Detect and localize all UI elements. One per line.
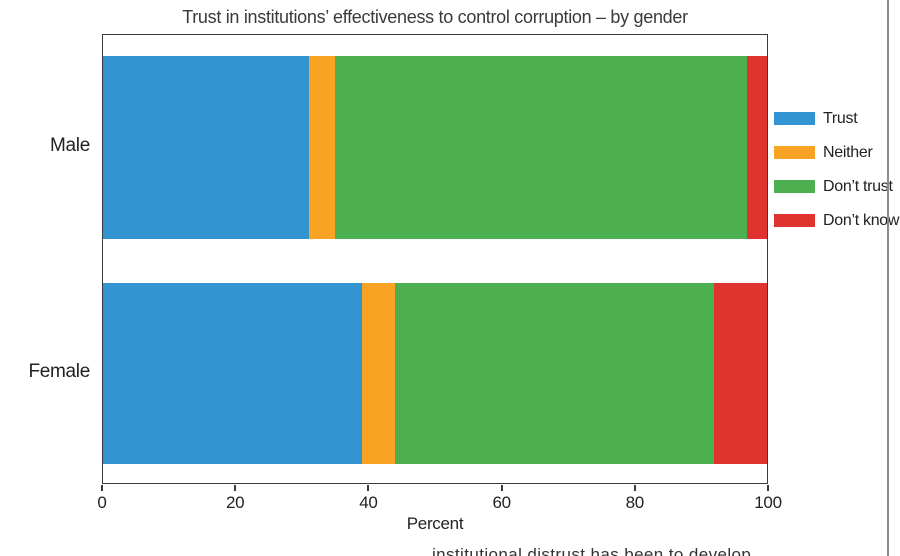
bar-segment-female-trust (103, 283, 362, 464)
legend-entry-don-t-trust: Don’t trust (774, 177, 899, 195)
x-tick-mark-100 (767, 485, 769, 491)
x-tick-mark-0 (101, 485, 103, 491)
bar-male (103, 56, 767, 239)
x-axis-ticks: 0 20 40 60 80 100 (97, 485, 782, 515)
x-tick-mark-60 (500, 485, 503, 491)
bar-segment-male-neither (308, 56, 336, 239)
legend-entry-trust: Trust (774, 109, 899, 127)
x-tick-label-100: 100 (754, 493, 782, 512)
legend-swatch-don-t-know (774, 214, 815, 227)
x-tick-label-0: 0 (97, 493, 107, 512)
legend-label-don-t-trust: Don’t trust (823, 177, 893, 195)
x-tick-label-20: 20 (226, 493, 245, 512)
y-label-male: Male (50, 135, 90, 156)
legend: Trust Neither Don’t trust Don’t know (774, 109, 900, 248)
bar-segment-female-don-t-trust (395, 283, 714, 464)
chart-title: Trust in institutions’ effectiveness to … (182, 7, 688, 27)
x-tick-label-60: 60 (492, 493, 511, 512)
bar-segment-female-don-t-know (713, 283, 767, 464)
bar-segment-female-neither (361, 283, 396, 464)
x-tick-mark-80 (633, 485, 636, 491)
legend-entry-don-t-know: Don’t know (774, 211, 900, 229)
bar-segment-male-don-t-trust (335, 56, 748, 239)
plot-area (102, 34, 768, 484)
legend-swatch-neither (774, 146, 815, 159)
page-column-border (887, 0, 889, 556)
clipped-caption-text: institutional distrust has been to devel… (432, 545, 752, 556)
x-tick-label-80: 80 (625, 493, 645, 512)
x-tick-label-40: 40 (359, 493, 378, 512)
bar-segment-male-don-t-know (747, 56, 767, 239)
y-label-female: Female (28, 361, 90, 382)
bar-segment-male-trust (103, 56, 309, 239)
legend-entry-neither: Neither (774, 143, 899, 161)
legend-label-don-t-know: Don’t know (823, 211, 900, 229)
legend-swatch-don-t-trust (774, 180, 815, 193)
x-tick-mark-40 (367, 485, 370, 491)
bar-female (103, 283, 767, 464)
x-tick-mark-20 (234, 485, 237, 491)
legend-label-neither: Neither (823, 143, 873, 161)
legend-label-trust: Trust (823, 109, 858, 127)
x-axis-title: Percent (406, 514, 464, 533)
legend-swatch-trust (774, 112, 815, 125)
